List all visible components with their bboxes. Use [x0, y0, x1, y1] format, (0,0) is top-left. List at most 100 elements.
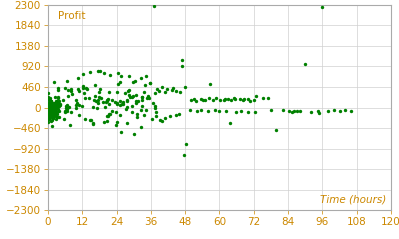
Point	[46, 107, 53, 110]
Point	[47, 107, 53, 111]
Point	[47, 105, 53, 109]
Point	[50, 116, 56, 120]
Point	[124, 121, 130, 125]
Point	[76, 89, 82, 93]
Point	[52, 109, 59, 112]
Point	[64, 107, 70, 111]
Point	[68, 87, 74, 91]
Point	[49, 106, 56, 110]
Point	[143, 74, 150, 78]
Point	[251, 98, 257, 102]
Point	[325, 109, 331, 113]
Point	[46, 103, 53, 107]
Point	[222, 97, 229, 101]
Point	[45, 103, 51, 107]
Point	[74, 87, 81, 91]
Point	[73, 106, 79, 110]
Point	[48, 103, 54, 106]
Point	[123, 108, 129, 111]
Point	[52, 106, 59, 110]
Point	[45, 97, 51, 101]
Point	[245, 97, 251, 101]
Point	[134, 112, 140, 116]
Point	[53, 115, 60, 119]
Point	[49, 108, 56, 112]
Point	[296, 109, 303, 113]
Point	[50, 105, 57, 109]
Point	[145, 96, 152, 100]
Point	[113, 110, 119, 114]
Point	[45, 114, 51, 117]
Text: Time (hours): Time (hours)	[320, 194, 386, 204]
Point	[45, 110, 51, 114]
Point	[48, 113, 54, 117]
Point	[107, 73, 113, 77]
Point	[49, 106, 56, 110]
Point	[46, 106, 52, 109]
Point	[47, 108, 53, 112]
Point	[159, 85, 166, 89]
Point	[103, 98, 110, 102]
Point	[130, 132, 137, 136]
Point	[48, 114, 55, 118]
Point	[49, 107, 55, 111]
Point	[238, 109, 244, 112]
Point	[113, 120, 120, 124]
Point	[56, 103, 62, 107]
Point	[47, 111, 53, 115]
Point	[213, 96, 219, 100]
Point	[53, 113, 59, 117]
Point	[164, 87, 170, 91]
Point	[139, 98, 145, 102]
Point	[45, 108, 51, 112]
Point	[56, 99, 62, 103]
Point	[139, 104, 145, 108]
Point	[109, 109, 115, 113]
Point	[113, 90, 120, 93]
Point	[53, 111, 59, 115]
Point	[47, 101, 53, 105]
Point	[87, 118, 94, 121]
Point	[46, 115, 53, 119]
Point	[101, 120, 107, 124]
Point	[152, 104, 158, 108]
Point	[302, 62, 308, 65]
Point	[49, 124, 55, 128]
Point	[49, 108, 56, 111]
Point	[142, 108, 149, 112]
Point	[126, 74, 132, 78]
Point	[55, 101, 61, 105]
Point	[49, 114, 56, 118]
Point	[117, 99, 124, 103]
Point	[117, 103, 124, 107]
Point	[101, 71, 107, 74]
Point	[106, 112, 113, 116]
Point	[60, 98, 66, 102]
Point	[179, 58, 185, 62]
Point	[46, 110, 53, 114]
Point	[138, 76, 144, 80]
Point	[69, 92, 75, 96]
Point	[182, 142, 189, 146]
Point	[51, 102, 57, 105]
Point	[46, 111, 52, 115]
Point	[48, 105, 54, 109]
Point	[45, 112, 51, 116]
Point	[52, 110, 59, 114]
Point	[105, 97, 111, 101]
Point	[128, 95, 135, 99]
Point	[51, 109, 57, 113]
Point	[51, 107, 57, 111]
Point	[241, 98, 247, 101]
Point	[173, 89, 180, 93]
Point	[51, 105, 57, 109]
Point	[54, 87, 61, 90]
Point	[50, 105, 56, 109]
Point	[124, 99, 130, 103]
Point	[125, 89, 132, 93]
Point	[139, 96, 146, 99]
Point	[115, 82, 121, 86]
Point	[119, 102, 126, 106]
Point	[336, 109, 343, 113]
Point	[47, 109, 53, 113]
